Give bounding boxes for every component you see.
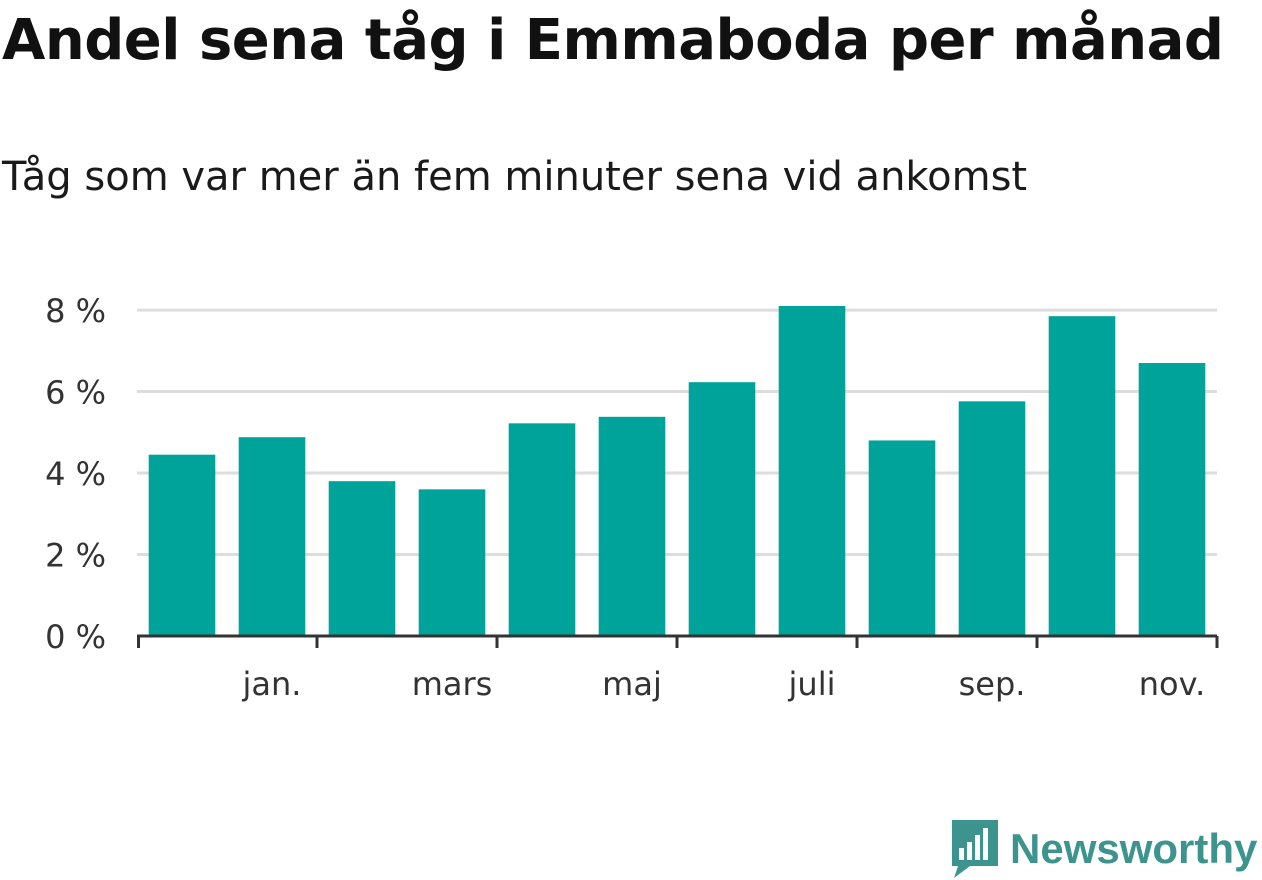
y-tick-label: 4 % (45, 455, 106, 493)
x-tick-label: maj (602, 665, 662, 703)
x-tick-labels: jan. mars maj juli sep. nov. (242, 665, 1206, 703)
y-tick-label: 8 % (45, 292, 106, 330)
brand-name: Newsworthy (1010, 825, 1258, 872)
axes (137, 634, 1219, 648)
bar (868, 440, 936, 636)
bar (778, 306, 846, 636)
bar (1048, 316, 1116, 636)
bar (508, 423, 576, 636)
chart-subtitle: Tåg som var mer än fem minuter sena vid … (2, 154, 1028, 200)
x-tick-label: sep. (959, 665, 1026, 703)
bar (1138, 363, 1206, 636)
bars (148, 306, 1206, 636)
y-tick-label: 0 % (45, 618, 106, 656)
bar (148, 454, 216, 636)
bar (598, 416, 666, 636)
y-tick-labels: 0 % 2 % 4 % 6 % 8 % (45, 292, 106, 656)
bar-chart-speech-bubble-icon (952, 820, 998, 878)
bar (688, 382, 756, 636)
x-tick-label: juli (788, 665, 836, 703)
bar (238, 437, 306, 636)
bar (958, 401, 1026, 636)
bar (328, 481, 396, 636)
x-tick-label: nov. (1139, 665, 1205, 703)
chart-title: Andel sena tåg i Emmaboda per månad (2, 8, 1224, 73)
y-tick-label: 6 % (45, 374, 106, 412)
bar (418, 489, 486, 636)
y-tick-label: 2 % (45, 537, 106, 575)
gridlines (137, 308, 1217, 557)
brand-logo: Newsworthy (950, 818, 1257, 880)
x-tick-label: mars (412, 665, 493, 703)
x-tick-label: jan. (242, 665, 302, 703)
